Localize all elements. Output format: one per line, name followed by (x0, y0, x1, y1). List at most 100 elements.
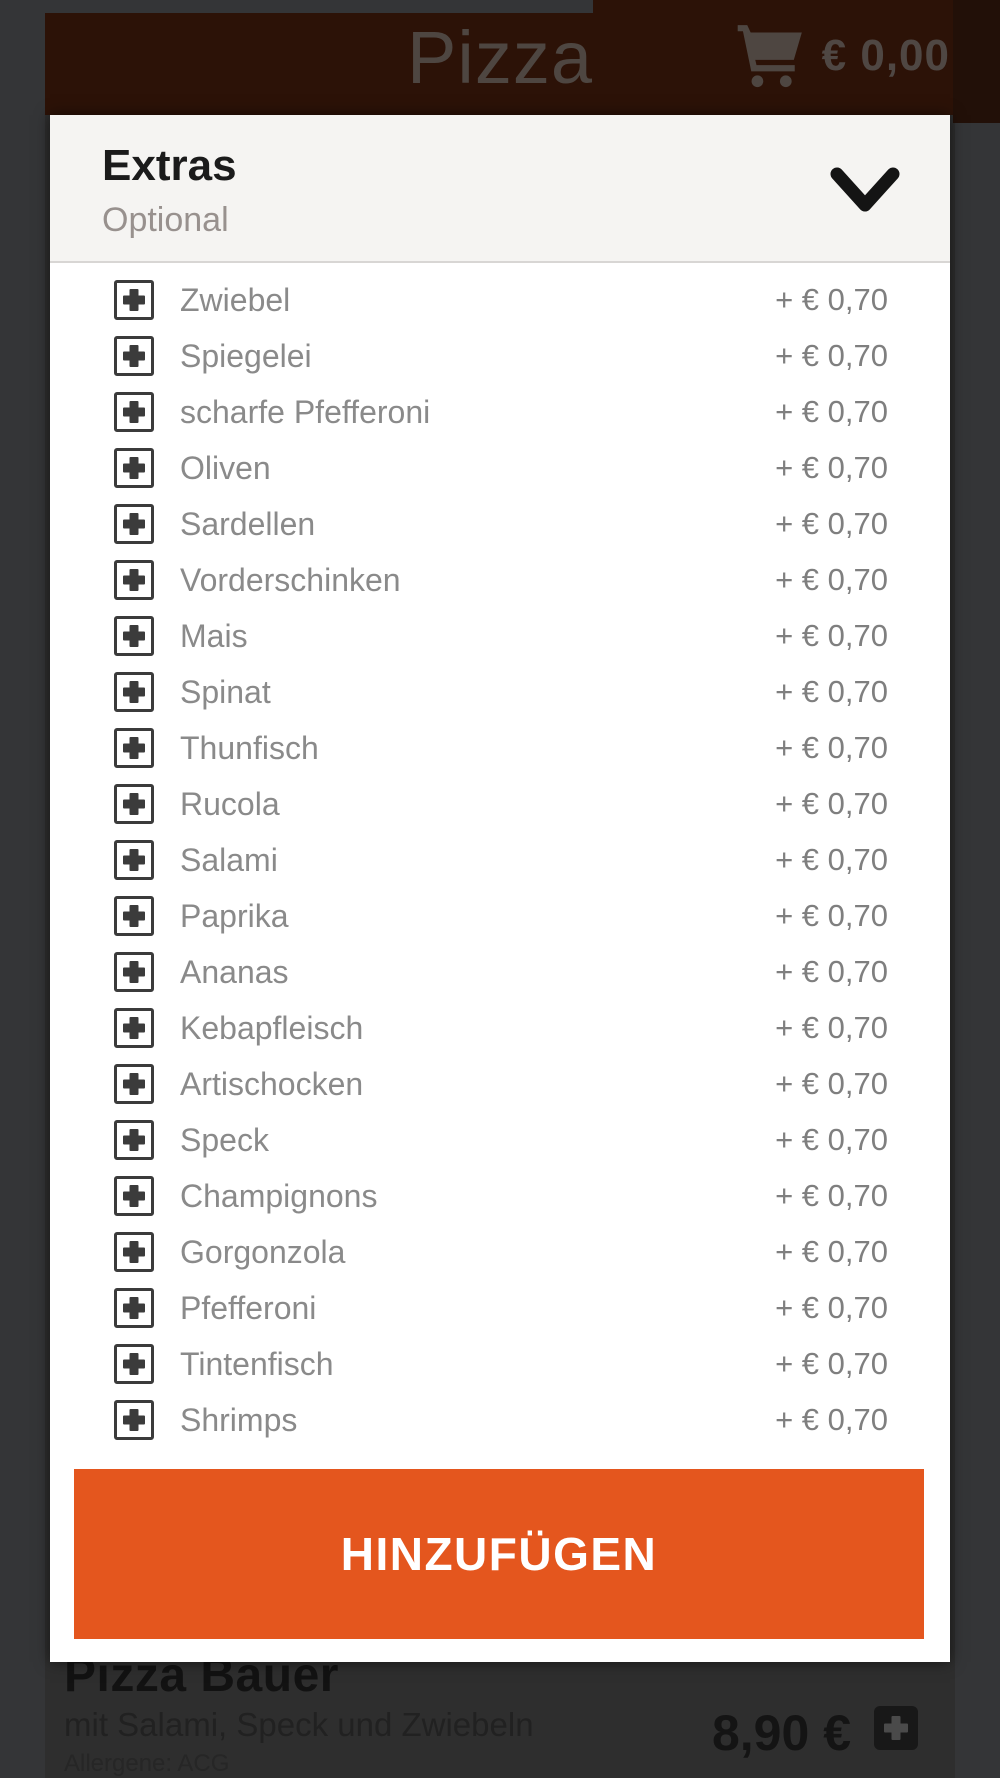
add-extra-plus-icon[interactable] (114, 840, 154, 880)
add-extra-plus-icon[interactable] (114, 784, 154, 824)
app-header: Pizza (45, 0, 955, 115)
extra-item-label: Gorgonzola (180, 1233, 346, 1270)
extra-item-label: Sardellen (180, 505, 316, 542)
status-bar-notch (0, 0, 593, 13)
extra-item-label: Spiegelei (180, 337, 312, 374)
extra-item-price: + € 0,70 (775, 1122, 888, 1157)
product-price: 8,90 € (711, 1705, 851, 1761)
extra-item-price: + € 0,70 (775, 282, 888, 317)
product-description: mit Salami, Speck und Zwiebeln (64, 1706, 534, 1743)
extra-item-price: + € 0,70 (775, 1066, 888, 1101)
extra-item-label: Salami (180, 841, 278, 878)
extra-item-price: + € 0,70 (775, 786, 888, 821)
extras-list: Zwiebel + € 0,70 Spiegelei + € 0,70 scha… (50, 272, 950, 1448)
add-extra-plus-icon[interactable] (114, 504, 154, 544)
extra-item-label: scharfe Pfefferoni (180, 393, 431, 430)
cart-total: € 0,00 (821, 31, 950, 80)
extras-modal: Extras Optional Zwiebel + € 0,70 Spiegel… (50, 115, 950, 1662)
extra-item-label: Mais (180, 617, 248, 654)
add-extra-plus-icon[interactable] (114, 1400, 154, 1440)
extra-item-price: + € 0,70 (775, 842, 888, 877)
extra-item-row[interactable]: Salami + € 0,70 (50, 832, 950, 888)
extra-item-row[interactable]: Spinat + € 0,70 (50, 664, 950, 720)
extra-item-label: Thunfisch (180, 729, 319, 766)
add-product-button[interactable] (874, 1706, 918, 1750)
extra-item-row[interactable]: Paprika + € 0,70 (50, 888, 950, 944)
extra-item-row[interactable]: Sardellen + € 0,70 (50, 496, 950, 552)
extra-item-row[interactable]: Shrimps + € 0,70 (50, 1392, 950, 1448)
extra-item-price: + € 0,70 (775, 954, 888, 989)
add-extra-plus-icon[interactable] (114, 448, 154, 488)
extra-item-label: Vorderschinken (180, 561, 401, 598)
cart-icon (734, 22, 808, 91)
extra-item-label: Paprika (180, 897, 289, 934)
add-extra-plus-icon[interactable] (114, 672, 154, 712)
extra-item-label: Pfefferoni (180, 1289, 317, 1326)
modal-title: Extras (102, 141, 237, 190)
extra-item-price: + € 0,70 (775, 1234, 888, 1269)
add-extra-plus-icon[interactable] (114, 280, 154, 320)
extra-item-row[interactable]: Spiegelei + € 0,70 (50, 328, 950, 384)
chevron-down-icon[interactable] (830, 167, 900, 213)
extra-item-label: Oliven (180, 449, 271, 486)
extra-item-price: + € 0,70 (775, 506, 888, 541)
extra-item-label: Ananas (180, 953, 289, 990)
add-extra-plus-icon[interactable] (114, 1232, 154, 1272)
add-extra-plus-icon[interactable] (114, 1008, 154, 1048)
extra-item-price: + € 0,70 (775, 1178, 888, 1213)
extra-item-row[interactable]: Pfefferoni + € 0,70 (50, 1280, 950, 1336)
extra-item-row[interactable]: Ananas + € 0,70 (50, 944, 950, 1000)
extra-item-row[interactable]: scharfe Pfefferoni + € 0,70 (50, 384, 950, 440)
extra-item-price: + € 0,70 (775, 450, 888, 485)
add-extra-plus-icon[interactable] (114, 616, 154, 656)
page-title: Pizza (407, 16, 593, 99)
header-edge-shade (953, 0, 1000, 123)
product-allergens: Allergene: ACG (64, 1750, 230, 1777)
extra-item-price: + € 0,70 (775, 898, 888, 933)
add-extra-plus-icon[interactable] (114, 1288, 154, 1328)
extra-item-label: Spinat (180, 673, 271, 710)
extra-item-row[interactable]: Artischocken + € 0,70 (50, 1056, 950, 1112)
extra-item-row[interactable]: Kebapfleisch + € 0,70 (50, 1000, 950, 1056)
extra-item-row[interactable]: Mais + € 0,70 (50, 608, 950, 664)
extra-item-price: + € 0,70 (775, 1010, 888, 1045)
add-extra-plus-icon[interactable] (114, 952, 154, 992)
extra-item-row[interactable]: Thunfisch + € 0,70 (50, 720, 950, 776)
extra-item-label: Shrimps (180, 1401, 298, 1438)
hinzufuegen-button[interactable]: HINZUFÜGEN (74, 1469, 924, 1639)
extra-item-row[interactable]: Speck + € 0,70 (50, 1112, 950, 1168)
add-extra-plus-icon[interactable] (114, 1344, 154, 1384)
extra-item-price: + € 0,70 (775, 394, 888, 429)
extra-item-price: + € 0,70 (775, 1290, 888, 1325)
add-extra-plus-icon[interactable] (114, 560, 154, 600)
extra-item-row[interactable]: Vorderschinken + € 0,70 (50, 552, 950, 608)
extra-item-row[interactable]: Rucola + € 0,70 (50, 776, 950, 832)
add-extra-plus-icon[interactable] (114, 1064, 154, 1104)
extra-item-price: + € 0,70 (775, 1346, 888, 1381)
extra-item-row[interactable]: Tintenfisch + € 0,70 (50, 1336, 950, 1392)
extras-section-header[interactable]: Extras Optional (50, 115, 950, 263)
extra-item-label: Kebapfleisch (180, 1009, 364, 1046)
extra-item-price: + € 0,70 (775, 338, 888, 373)
extra-item-row[interactable]: Oliven + € 0,70 (50, 440, 950, 496)
add-extra-plus-icon[interactable] (114, 336, 154, 376)
extra-item-price: + € 0,70 (775, 562, 888, 597)
extra-item-price: + € 0,70 (775, 618, 888, 653)
extra-item-label: Speck (180, 1121, 269, 1158)
extra-item-label: Zwiebel (180, 281, 291, 318)
add-extra-plus-icon[interactable] (114, 392, 154, 432)
extra-item-label: Rucola (180, 785, 280, 822)
extra-item-row[interactable]: Champignons + € 0,70 (50, 1168, 950, 1224)
extra-item-price: + € 0,70 (775, 674, 888, 709)
add-extra-plus-icon[interactable] (114, 1176, 154, 1216)
add-extra-plus-icon[interactable] (114, 728, 154, 768)
cart-button[interactable]: € 0,00 (734, 6, 950, 106)
extra-item-label: Artischocken (180, 1065, 364, 1102)
add-extra-plus-icon[interactable] (114, 896, 154, 936)
extra-item-price: + € 0,70 (775, 1402, 888, 1437)
extra-item-row[interactable]: Gorgonzola + € 0,70 (50, 1224, 950, 1280)
extra-item-label: Champignons (180, 1177, 378, 1214)
add-extra-plus-icon[interactable] (114, 1120, 154, 1160)
extra-item-row[interactable]: Zwiebel + € 0,70 (50, 272, 950, 328)
modal-subtitle: Optional (102, 201, 229, 239)
